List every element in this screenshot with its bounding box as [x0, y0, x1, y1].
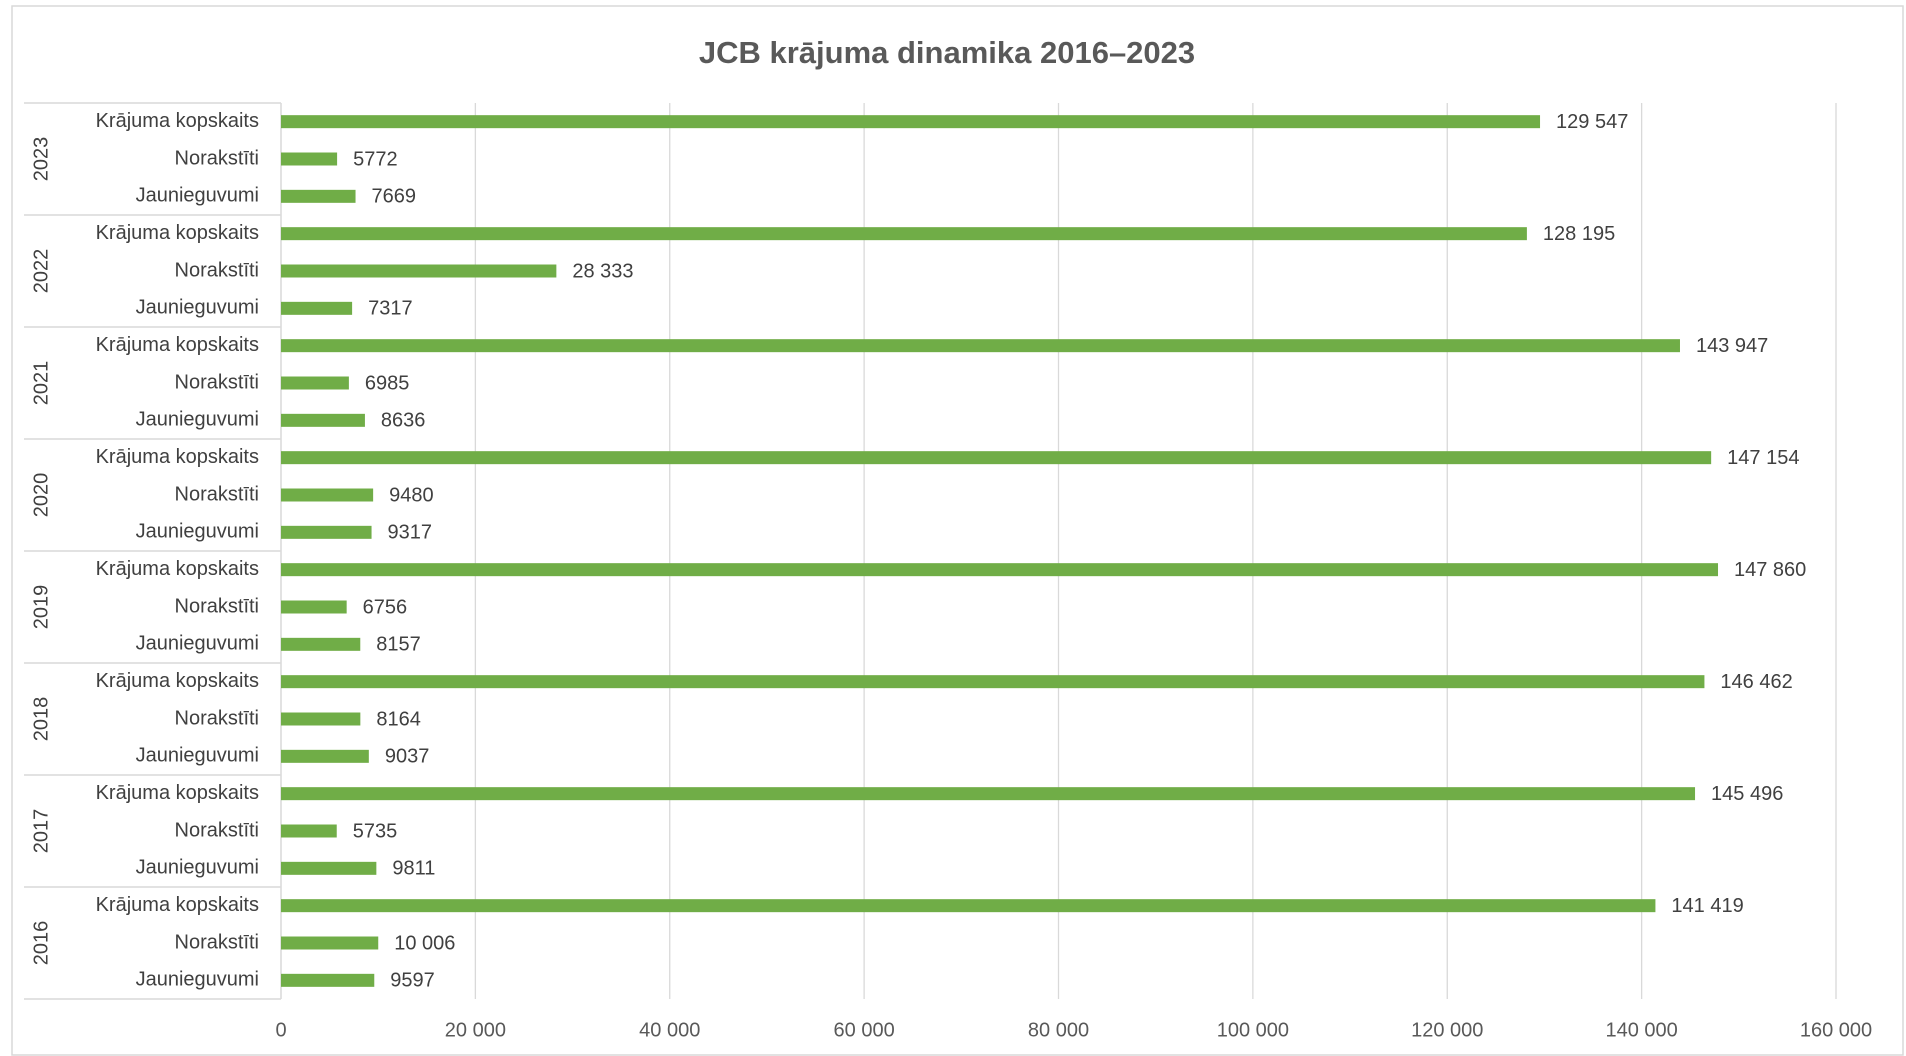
bar [281, 787, 1696, 801]
x-tick-label: 160 000 [1800, 1019, 1872, 1041]
x-tick-label: 20 000 [445, 1019, 506, 1041]
bar [281, 712, 361, 726]
bar [281, 152, 338, 166]
data-label: 9597 [390, 970, 435, 992]
category-label: Jaunieguvumi [136, 969, 259, 991]
data-label: 141 419 [1671, 895, 1743, 917]
data-label: 145 496 [1711, 783, 1783, 805]
bar [281, 451, 1712, 465]
bar [281, 749, 369, 763]
bar [281, 824, 337, 838]
group-label: 2017 [30, 809, 52, 854]
category-label: Norakstīti [175, 819, 259, 841]
data-label: 10 006 [394, 932, 455, 954]
data-label: 7669 [372, 186, 417, 208]
category-label: Krājuma kopskaits [96, 670, 259, 692]
x-tick-label: 0 [275, 1019, 286, 1041]
x-tick-label: 140 000 [1605, 1019, 1677, 1041]
x-tick-label: 80 000 [1028, 1019, 1089, 1041]
bar [281, 376, 349, 390]
data-label: 9480 [389, 484, 434, 506]
category-label: Jaunieguvumi [136, 857, 259, 879]
category-label: Krājuma kopskaits [96, 334, 259, 356]
chart-title: JCB krājuma dinamika 2016–2023 [699, 35, 1195, 70]
bar [281, 264, 557, 278]
data-label: 8164 [376, 708, 421, 730]
category-label: Krājuma kopskaits [96, 894, 259, 916]
data-label: 146 462 [1720, 671, 1792, 693]
bar [281, 227, 1527, 241]
x-tick-label: 100 000 [1217, 1019, 1289, 1041]
bar [281, 899, 1656, 913]
bar [281, 413, 365, 427]
category-label: Norakstīti [175, 371, 259, 393]
data-label: 7317 [368, 298, 413, 320]
category-label: Norakstīti [175, 483, 259, 505]
category-label: Krājuma kopskaits [96, 446, 259, 468]
bar [281, 301, 353, 315]
data-label: 6756 [363, 596, 408, 618]
x-tick-label: 40 000 [639, 1019, 700, 1041]
data-label: 8157 [376, 634, 421, 656]
group-label: 2022 [30, 249, 52, 294]
bar [281, 600, 347, 614]
bar [281, 488, 374, 502]
bar [281, 189, 356, 203]
bar [281, 936, 379, 950]
data-label: 28 333 [572, 260, 633, 282]
bar [281, 525, 372, 539]
category-label: Jaunieguvumi [136, 633, 259, 655]
x-tick-label: 60 000 [834, 1019, 895, 1041]
bar [281, 339, 1680, 353]
data-label: 9317 [388, 522, 433, 544]
group-label: 2020 [30, 473, 52, 518]
group-label: 2018 [30, 697, 52, 742]
category-label: Norakstīti [175, 147, 259, 169]
category-label: Jaunieguvumi [136, 297, 259, 319]
data-label: 9811 [392, 858, 435, 880]
group-label: 2016 [30, 921, 52, 966]
data-label: 129 547 [1556, 111, 1628, 133]
data-label: 6985 [365, 372, 410, 394]
data-label: 147 154 [1727, 447, 1799, 469]
data-label: 143 947 [1696, 335, 1768, 357]
x-tick-label: 120 000 [1411, 1019, 1483, 1041]
category-label: Krājuma kopskaits [96, 110, 259, 132]
category-label: Norakstīti [175, 707, 259, 729]
category-label: Krājuma kopskaits [96, 558, 259, 580]
data-label: 5772 [353, 148, 398, 170]
group-label: 2021 [30, 361, 52, 406]
category-label: Norakstīti [175, 931, 259, 953]
data-label: 128 195 [1543, 223, 1615, 245]
group-label: 2023 [30, 137, 52, 182]
category-label: Jaunieguvumi [136, 409, 259, 431]
group-label: 2019 [30, 585, 52, 630]
data-label: 9037 [385, 746, 430, 768]
bar [281, 861, 377, 875]
bar [281, 973, 375, 987]
category-label: Jaunieguvumi [136, 521, 259, 543]
category-label: Jaunieguvumi [136, 745, 259, 767]
bar [281, 637, 361, 651]
category-label: Norakstīti [175, 259, 259, 281]
category-label: Jaunieguvumi [136, 185, 259, 207]
category-label: Norakstīti [175, 595, 259, 617]
category-label: Krājuma kopskaits [96, 222, 259, 244]
data-label: 147 860 [1734, 559, 1806, 581]
data-label: 5735 [353, 820, 398, 842]
bar [281, 675, 1705, 689]
category-label: Krājuma kopskaits [96, 782, 259, 804]
data-label: 8636 [381, 410, 426, 432]
bar [281, 563, 1719, 577]
bar [281, 115, 1541, 129]
